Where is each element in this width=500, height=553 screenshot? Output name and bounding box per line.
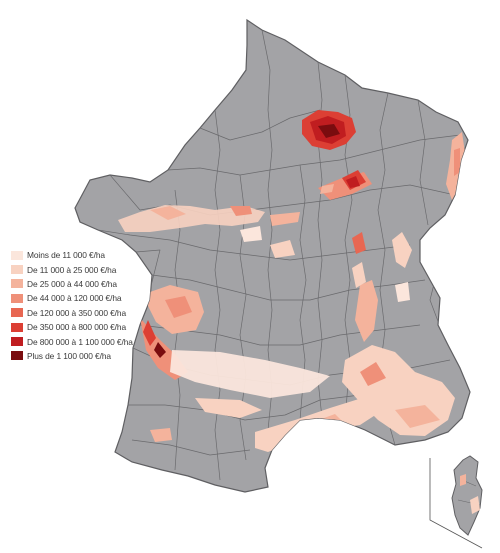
legend-swatch [11, 265, 23, 275]
legend-item: De 11 000 à 25 000 €/ha [11, 262, 151, 276]
corsica [451, 455, 483, 536]
legend-label: De 350 000 à 800 000 €/ha [27, 322, 127, 333]
legend-swatch [11, 351, 23, 361]
legend-item: Moins de 11 000 €/ha [11, 248, 151, 262]
corsica-vineyards [460, 474, 480, 514]
legend-item: De 120 000 à 350 000 €/ha [11, 306, 151, 320]
legend-item: Plus de 1 100 000 €/ha [11, 349, 151, 363]
legend-label: De 800 000 à 1 100 000 €/ha [27, 336, 133, 347]
legend-swatch [11, 322, 23, 332]
vineyard-areas [118, 110, 466, 452]
legend-swatch [11, 308, 23, 318]
legend-label: Moins de 11 000 €/ha [27, 250, 105, 261]
legend-swatch [11, 293, 23, 303]
legend-swatch [11, 279, 23, 289]
legend-label: De 44 000 à 120 000 €/ha [27, 293, 122, 304]
legend-item: De 25 000 à 44 000 €/ha [11, 277, 151, 291]
legend-item: De 44 000 à 120 000 €/ha [11, 291, 151, 305]
legend-label: De 11 000 à 25 000 €/ha [27, 264, 117, 275]
legend-label: De 120 000 à 350 000 €/ha [27, 307, 127, 318]
legend-swatch [11, 250, 23, 260]
legend-item: De 800 000 à 1 100 000 €/ha [11, 334, 151, 348]
legend-label: Plus de 1 100 000 €/ha [27, 350, 111, 361]
legend-item: De 350 000 à 800 000 €/ha [11, 320, 151, 334]
legend-swatch [11, 337, 23, 347]
corsica-inset-frame [429, 458, 483, 549]
legend: Moins de 11 000 €/ha De 11 000 à 25 000 … [11, 248, 151, 363]
legend-label: De 25 000 à 44 000 €/ha [27, 278, 117, 289]
